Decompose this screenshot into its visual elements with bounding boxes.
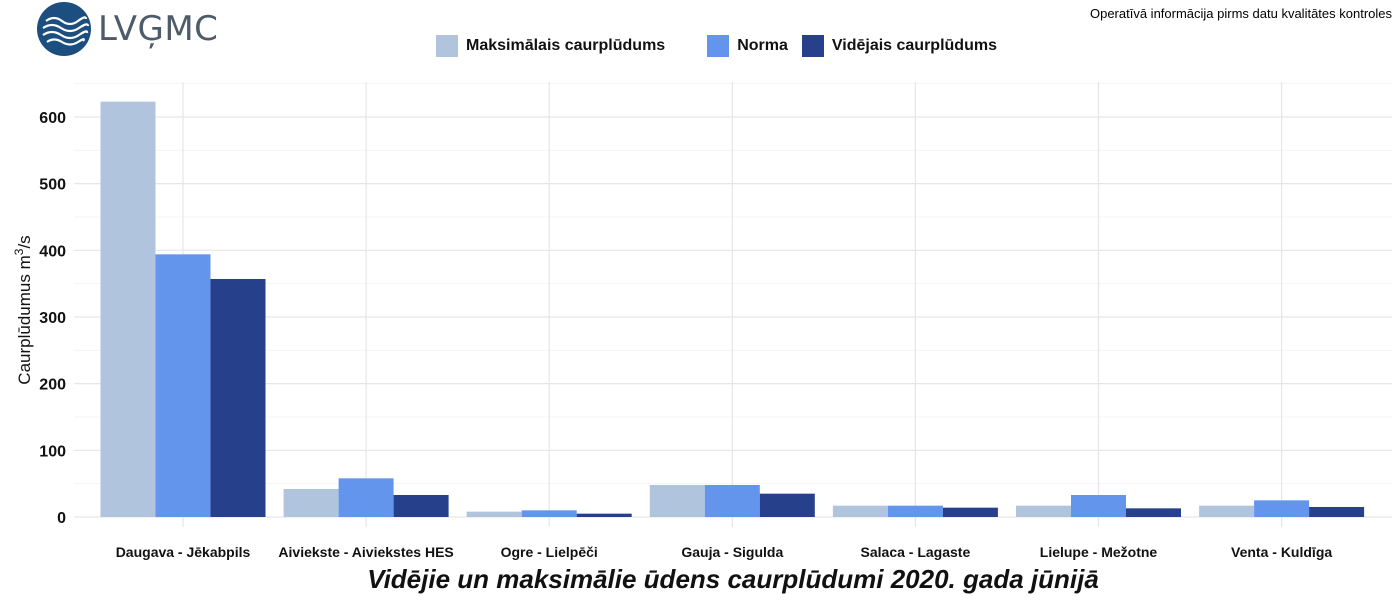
bar-max: [100, 101, 156, 517]
bar-avg: [1309, 506, 1365, 517]
x-tick-label: Ogre - Lielpēči: [501, 544, 598, 560]
bar-avg: [942, 507, 998, 517]
y-axis-ticks: 0 100 200 300 400 500 600: [39, 110, 66, 527]
lvgmc-logo: LVĢMC: [36, 2, 218, 56]
bar-avg: [393, 494, 449, 517]
legend-item-avg: Vidējais caurplūdums: [801, 35, 997, 57]
data-quality-notice: Operatīvā informācija pirms datu kvalitā…: [1089, 6, 1392, 21]
bar-norm: [521, 510, 577, 517]
y-tick-label: 100: [39, 443, 66, 460]
chart-title: Vidējie un maksimālie ūdens caurplūdumi …: [367, 564, 1099, 594]
y-tick-label: 400: [39, 243, 66, 260]
x-tick-label: Salaca - Lagaste: [861, 544, 971, 560]
y-axis-label-main: Caurplūdumus m: [15, 255, 34, 384]
chart-grid: [74, 82, 1392, 527]
bar-max: [1016, 505, 1071, 517]
y-axis-label: Caurplūdumus m3/s: [12, 235, 34, 384]
bar-norm: [1071, 494, 1126, 517]
bar-avg: [210, 278, 266, 517]
bar-avg: [576, 513, 632, 517]
bar-max: [1199, 505, 1255, 517]
bar-norm: [887, 505, 943, 517]
legend-swatch-avg: [801, 35, 824, 57]
bar-norm: [155, 254, 211, 518]
y-tick-label: 0: [57, 510, 66, 527]
y-axis-label-unit: /s: [15, 235, 34, 248]
legend-label-avg: Vidējais caurplūdums: [831, 37, 997, 54]
y-tick-label: 500: [39, 177, 66, 194]
bar-max: [832, 505, 888, 517]
x-axis-ticks: Daugava - Jēkabpils Aiviekste - Aiviekste…: [116, 544, 1333, 560]
x-tick-label: Daugava - Jēkabpils: [116, 544, 251, 560]
chart-legend: Maksimālais caurplūdums Norma Vidējais c…: [436, 35, 1011, 57]
y-tick-label: 200: [39, 377, 66, 394]
x-tick-label: Gauja - Sigulda: [681, 544, 783, 560]
x-tick-label: Venta - Kuldīga: [1231, 544, 1332, 560]
bar-max: [283, 488, 339, 517]
bar-avg: [759, 493, 815, 517]
legend-item-norm: Norma: [707, 35, 788, 57]
legend-label-max: Maksimālais caurplūdums: [466, 37, 666, 54]
bar-avg: [1126, 508, 1181, 517]
x-tick-label: Aiviekste - Aiviekstes HES: [278, 544, 453, 560]
chart-bars: [100, 101, 1365, 518]
y-axis-label-sup: 3: [12, 248, 26, 255]
y-tick-label: 600: [39, 110, 66, 127]
bar-norm: [704, 484, 760, 517]
bar-max: [466, 511, 522, 517]
legend-swatch-max: [436, 35, 458, 57]
logo-text: LVĢMC: [98, 9, 219, 49]
bar-norm: [338, 478, 394, 517]
lvgmc-logo-icon: [37, 2, 91, 56]
bar-max: [649, 484, 705, 517]
x-tick-label: Lielupe - Mežotne: [1040, 544, 1158, 560]
legend-item-max: Maksimālais caurplūdums: [436, 35, 665, 57]
legend-label-norm: Norma: [737, 37, 788, 54]
bar-norm: [1254, 500, 1310, 517]
y-tick-label: 300: [39, 310, 66, 327]
legend-swatch-norm: [707, 35, 730, 57]
